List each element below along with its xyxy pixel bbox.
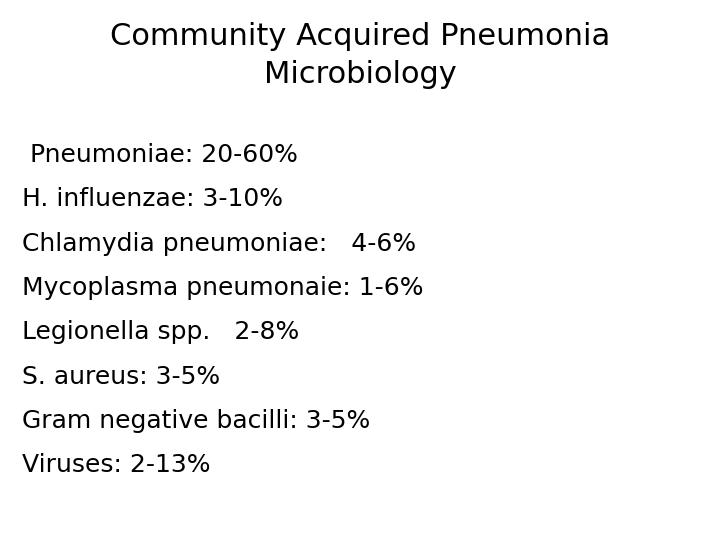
- Text: Legionella spp.   2-8%: Legionella spp. 2-8%: [22, 320, 299, 344]
- Text: Gram negative bacilli: 3-5%: Gram negative bacilli: 3-5%: [22, 409, 370, 433]
- Text: H. influenzae: 3-10%: H. influenzae: 3-10%: [22, 187, 283, 211]
- Text: Chlamydia pneumoniae:   4-6%: Chlamydia pneumoniae: 4-6%: [22, 232, 415, 255]
- Text: Mycoplasma pneumonaie: 1-6%: Mycoplasma pneumonaie: 1-6%: [22, 276, 423, 300]
- Text: Community Acquired Pneumonia
Microbiology: Community Acquired Pneumonia Microbiolog…: [110, 22, 610, 89]
- Text: S. aureus: 3-5%: S. aureus: 3-5%: [22, 364, 220, 388]
- Text: Pneumoniae: 20-60%: Pneumoniae: 20-60%: [22, 143, 297, 167]
- Text: Viruses: 2-13%: Viruses: 2-13%: [22, 453, 210, 477]
